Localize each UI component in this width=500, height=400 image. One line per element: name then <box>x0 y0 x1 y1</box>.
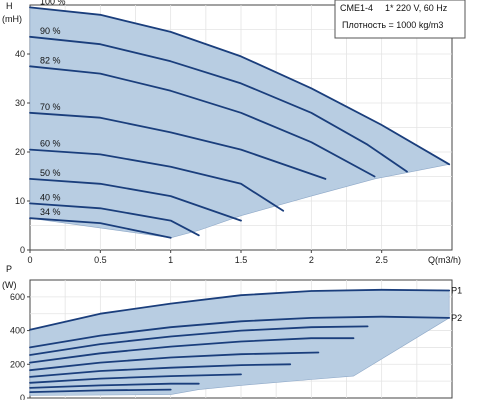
head-ytick-label: 10 <box>15 196 25 206</box>
flow-xtick-label: 1.5 <box>235 255 248 265</box>
head-curve-0 <box>29 6 451 166</box>
power-ytick-label: 200 <box>10 359 25 369</box>
head-curve-label-5: 50 % <box>40 168 61 178</box>
power-curve-6 <box>29 373 242 384</box>
head-curve-label-4: 60 % <box>40 139 61 149</box>
head-curve-4 <box>29 148 285 212</box>
info-box-frame <box>334 0 466 39</box>
head-ytick-label: 30 <box>15 98 25 108</box>
flow-xtick-label: 2.5 <box>375 255 388 265</box>
flow-xtick-label: 0.5 <box>94 255 107 265</box>
head-ytick-label: 0 <box>20 245 25 255</box>
head-axis-symbol: H <box>6 1 13 11</box>
flow-axis-label: Q(m3/h) <box>428 255 461 265</box>
head-curve-3 <box>29 111 327 180</box>
head-curve-label-3: 70 % <box>40 102 61 112</box>
power-curve-1 <box>29 315 451 349</box>
pump-model: CME1-4 <box>340 3 373 13</box>
power-curve-4 <box>29 351 320 372</box>
power-ytick-label: 0 <box>20 393 25 400</box>
head-axis-unit: (mH) <box>2 14 22 24</box>
power-curve-7 <box>29 382 200 389</box>
head-curve-label-0: 100 % <box>40 0 66 6</box>
power-curve-label-0: P1 <box>451 285 462 295</box>
head-ytick-label: 40 <box>15 49 25 59</box>
head-curve-1 <box>29 35 408 173</box>
head-curve-2 <box>29 65 376 178</box>
pump-info-box: CME1-4 1* 220 V, 60 Hz Плотность = 1000 … <box>334 0 466 39</box>
head-curve-label-1: 90 % <box>40 26 61 36</box>
flow-xtick-label: 2 <box>309 255 314 265</box>
power-curve-0 <box>29 288 451 331</box>
power-curve-8 <box>29 388 172 394</box>
head-curve-label-2: 82 % <box>40 55 61 65</box>
fluid-density: Плотность = 1000 kg/m3 <box>342 20 443 30</box>
power-curve-3 <box>29 337 355 364</box>
power-axis-symbol: P <box>6 264 12 274</box>
head-curve-label-6: 40 % <box>40 192 61 202</box>
head-curve-6 <box>29 202 200 237</box>
power-curve-5 <box>29 363 292 378</box>
power-curve-label-1: P2 <box>451 313 462 323</box>
power-ytick-label: 400 <box>10 326 25 336</box>
flow-xtick-label: 1 <box>168 255 173 265</box>
head-curve-5 <box>29 177 242 222</box>
power-curve-panel: P (W) P1 P2 0 200 400 600 <box>2 264 462 400</box>
pump-supply: 1* 220 V, 60 Hz <box>385 3 448 13</box>
power-ytick-label: 600 <box>10 292 25 302</box>
power-curve-2 <box>29 325 369 356</box>
head-curve-label-7: 34 % <box>40 207 61 217</box>
power-axis-unit: (W) <box>2 280 17 290</box>
head-curve-panel: H (mH) Q(m3/h) 100 % 90 % 82 % 70 % 60 % 50 %… <box>2 0 461 265</box>
flow-xtick-label: 0 <box>27 255 32 265</box>
head-curve-7 <box>29 217 172 239</box>
head-ytick-label: 20 <box>15 147 25 157</box>
